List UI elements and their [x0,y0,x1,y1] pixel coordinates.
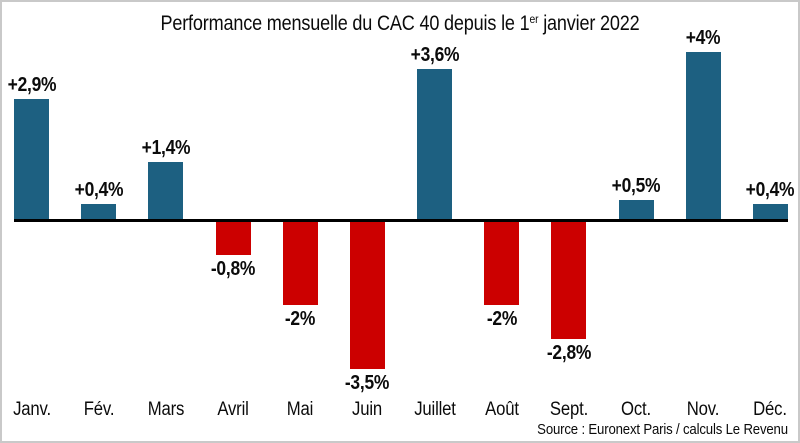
bar-Mai [282,221,318,306]
bar-Déc. [752,204,788,221]
x-axis-label: Mai [287,399,314,420]
bar-value-label: -2% [486,307,517,331]
x-axis-label: Avril [217,399,249,420]
x-axis-label: Sept. [549,399,589,420]
chart-title: Performance mensuelle du CAC 40 depuis l… [56,7,744,36]
bar-Janv. [14,98,49,221]
bar-value-label: +1,4% [141,135,191,159]
x-axis-label: Oct. [621,399,652,420]
x-axis-label: Mars [147,399,185,420]
bar-Nov. [685,52,721,221]
bar-Sept. [551,221,587,340]
x-axis-label: Janv. [12,399,51,420]
bar-value-label: +0,4% [74,178,123,202]
bar-Avril [215,221,251,255]
bar-value-label: -3,5% [345,370,390,394]
x-axis-label: Juillet [413,399,456,420]
bar-Fév. [81,204,117,221]
x-axis-label: Fév. [83,399,114,420]
x-axis-label: Nov. [687,399,720,420]
bar-Mars [148,161,184,221]
bar-Juillet [417,69,453,221]
bar-Août [484,221,520,306]
x-axis-line [14,219,788,222]
source-credit: Source : Euronext Paris / calculs Le Rev… [537,421,788,438]
bar-value-label: -2% [285,307,316,331]
bar-value-label: +2,9% [7,72,56,96]
bar-Juin [349,221,385,369]
bar-value-label: +0,5% [611,173,661,197]
bar-value-label: -0,8% [210,256,256,280]
x-axis-label: Juin [352,399,383,420]
bar-value-label: +4% [685,26,721,50]
x-axis-label: Août [484,399,519,420]
x-axis-label: Déc. [753,399,788,420]
bar-value-label: -2,8% [546,341,592,365]
bar-value-label: +3,6% [410,43,459,67]
bar-Oct. [618,199,654,221]
chart-title-suffix: janvier 2022 [538,12,640,35]
chart-title-superscript: er [529,12,539,26]
bar-value-label: +0,4% [746,178,795,202]
chart-title-prefix: Performance mensuelle du CAC 40 depuis l… [160,12,530,35]
